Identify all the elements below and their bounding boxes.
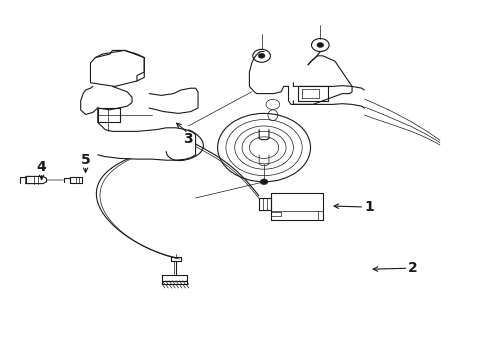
Text: 4: 4 xyxy=(37,161,46,174)
Text: 5: 5 xyxy=(81,153,90,167)
Text: 1: 1 xyxy=(364,200,373,214)
Circle shape xyxy=(258,53,264,58)
Circle shape xyxy=(316,42,323,48)
Text: 2: 2 xyxy=(407,261,417,275)
Text: 3: 3 xyxy=(183,132,193,145)
Circle shape xyxy=(260,179,267,185)
